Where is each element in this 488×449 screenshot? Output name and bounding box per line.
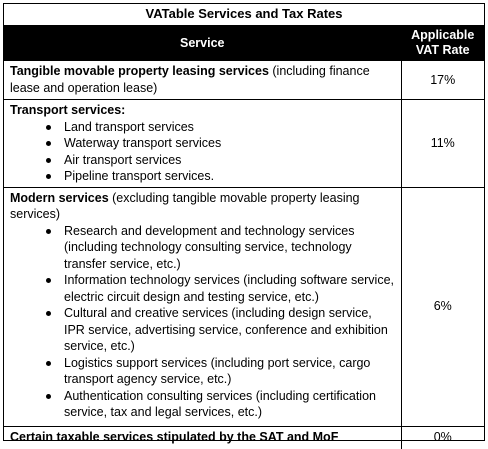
table-row-modern-services: Modern services (excluding tangible mova… bbox=[4, 186, 484, 427]
service-name: Tangible movable property leasing servic… bbox=[10, 64, 269, 78]
service-item-list: Research and development and technology … bbox=[10, 223, 395, 421]
list-item: Pipeline transport services. bbox=[46, 168, 395, 185]
service-cell: Certain taxable services stipulated by t… bbox=[4, 425, 402, 449]
service-heading: Modern services (excluding tangible mova… bbox=[10, 190, 395, 223]
column-header-vat-rate: Applicable VAT Rate bbox=[400, 25, 484, 61]
service-cell: Tangible movable property leasing servic… bbox=[4, 60, 402, 100]
vat-table-frame: VATable Services and Tax Rates Service A… bbox=[3, 3, 485, 449]
service-note: (excluding tangible movable property lea… bbox=[10, 190, 360, 222]
service-name: Modern services bbox=[10, 190, 109, 205]
service-name: Transport services: bbox=[10, 103, 126, 117]
table-title: VATable Services and Tax Rates bbox=[4, 4, 484, 26]
service-cell: Transport services: Land transport servi… bbox=[4, 99, 402, 188]
service-item-list: Land transport services Waterway transpo… bbox=[10, 119, 395, 185]
vat-rate-cell: 11% bbox=[400, 99, 484, 188]
list-item: Waterway transport services bbox=[46, 135, 395, 152]
vat-rate-cell: 6% bbox=[400, 186, 484, 427]
list-item: Logistics support services (including po… bbox=[46, 355, 395, 388]
vat-rate-cell: 17% bbox=[400, 60, 484, 100]
list-item: Research and development and technology … bbox=[46, 223, 395, 273]
list-item: Authentication consulting services (incl… bbox=[46, 388, 395, 421]
list-item: Information technology services (includi… bbox=[46, 273, 395, 304]
vat-rate-header-line2: VAT Rate bbox=[415, 43, 470, 57]
table-row-certain-taxable: Certain taxable services stipulated by t… bbox=[4, 425, 484, 449]
vat-services-table: VATable Services and Tax Rates Service A… bbox=[4, 4, 484, 449]
service-note: (including finance lease and operation l… bbox=[10, 64, 370, 95]
column-header-service: Service bbox=[4, 25, 402, 61]
table-row-leasing: Tangible movable property leasing servic… bbox=[4, 60, 484, 100]
service-name: Certain taxable services stipulated by t… bbox=[10, 429, 339, 444]
service-cell: Modern services (excluding tangible mova… bbox=[4, 186, 402, 427]
list-item: Land transport services bbox=[46, 119, 395, 136]
list-item: Air transport services bbox=[46, 152, 395, 169]
vat-rate-cell: 0% bbox=[400, 425, 484, 449]
table-row-transport: Transport services: Land transport servi… bbox=[4, 99, 484, 188]
vat-rate-header-line1: Applicable bbox=[411, 28, 475, 42]
list-item: Cultural and creative services (includin… bbox=[46, 305, 395, 355]
